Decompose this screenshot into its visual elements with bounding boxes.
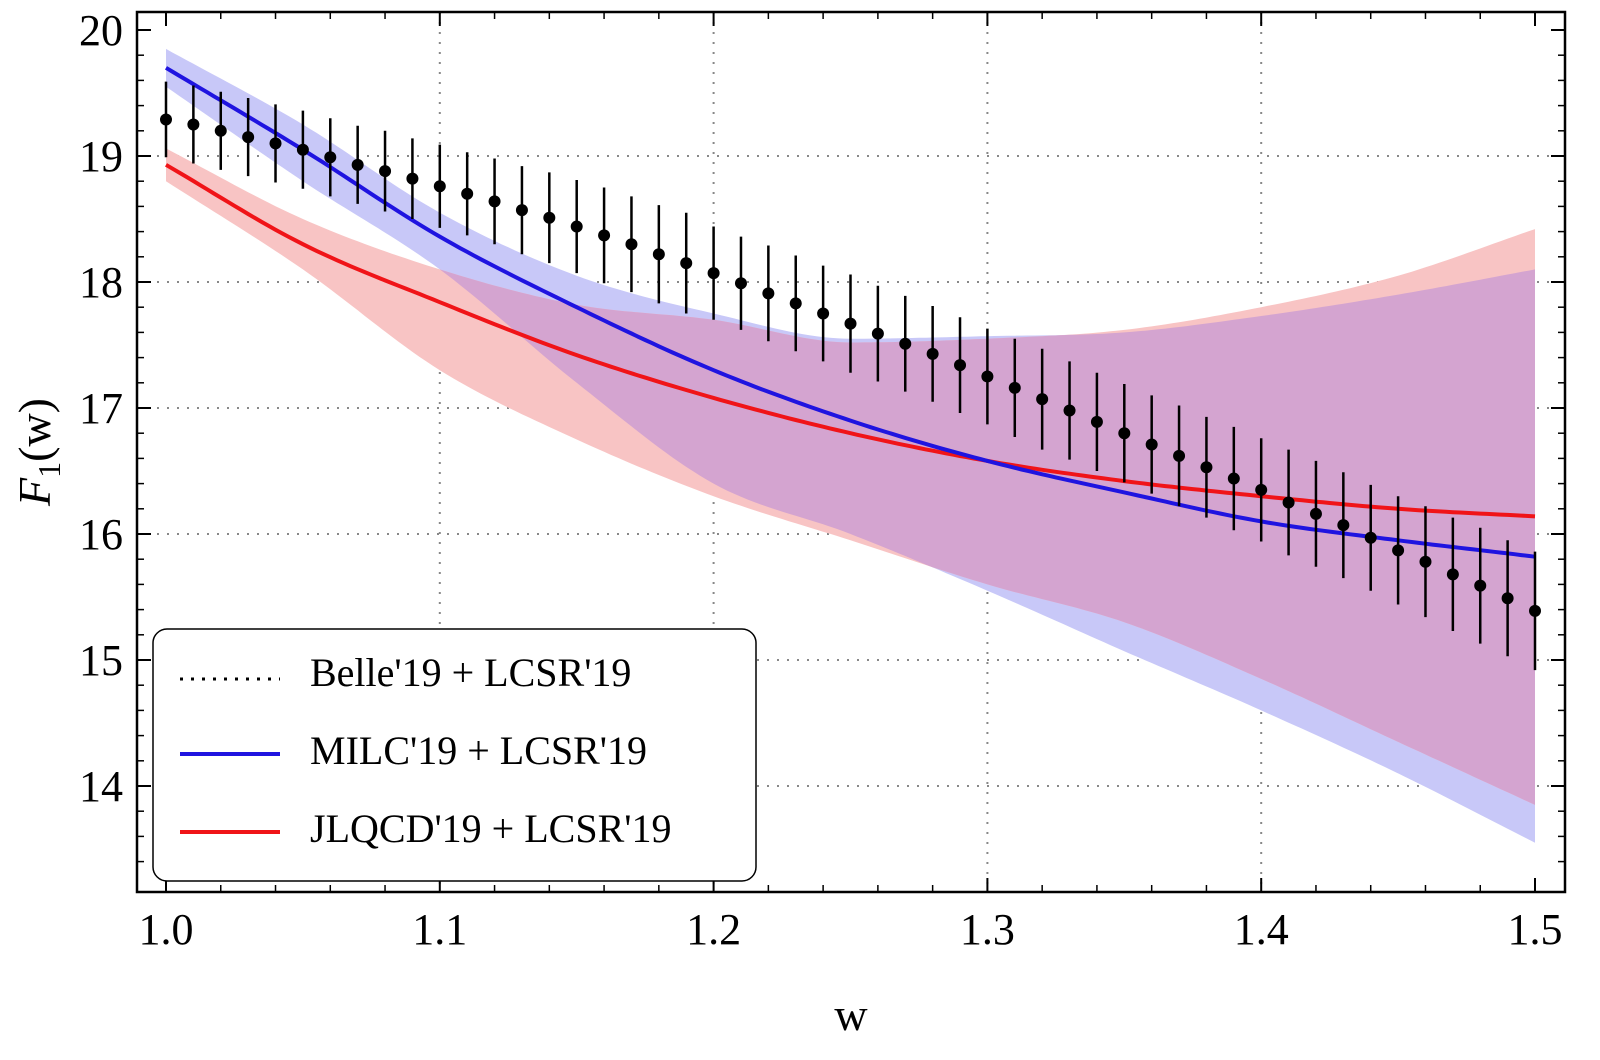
y-axis-title-suffix: (w) bbox=[9, 398, 60, 462]
x-tick-label: 1.0 bbox=[139, 905, 194, 954]
y-axis-title: F1(w) bbox=[9, 398, 67, 507]
data-point bbox=[515, 204, 528, 217]
y-tick-label: 16 bbox=[79, 510, 123, 559]
data-point bbox=[1309, 507, 1322, 520]
data-point bbox=[214, 124, 227, 137]
data-point bbox=[1474, 579, 1487, 592]
data-point bbox=[324, 151, 337, 164]
data-point bbox=[187, 118, 200, 131]
data-point bbox=[707, 267, 720, 280]
legend-label-milc: MILC'19 + LCSR'19 bbox=[310, 728, 647, 773]
data-point bbox=[926, 347, 939, 360]
data-point bbox=[1090, 415, 1103, 428]
data-point bbox=[899, 337, 912, 350]
legend-label-belle: Belle'19 + LCSR'19 bbox=[310, 650, 631, 695]
line-milc bbox=[164, 66, 1536, 559]
data-point bbox=[296, 143, 309, 156]
x-tick-label: 1.3 bbox=[960, 905, 1015, 954]
data-point bbox=[1227, 472, 1240, 485]
legend: Belle'19 + LCSR'19 MILC'19 + LCSR'19 JLQ… bbox=[152, 628, 757, 882]
data-point bbox=[406, 172, 419, 185]
data-point bbox=[1008, 381, 1021, 394]
x-tick-label: 1.1 bbox=[412, 905, 467, 954]
data-point bbox=[789, 297, 802, 310]
data-point bbox=[461, 187, 474, 200]
data-point bbox=[1501, 592, 1514, 605]
data-point bbox=[625, 238, 638, 251]
y-tick-label: 20 bbox=[79, 6, 123, 55]
data-point bbox=[1145, 438, 1158, 451]
data-point bbox=[242, 131, 255, 144]
y-tick-label: 17 bbox=[79, 384, 123, 433]
data-point bbox=[680, 257, 693, 270]
data-point bbox=[1529, 604, 1541, 617]
data-point bbox=[981, 370, 994, 383]
data-point bbox=[762, 287, 775, 300]
data-point bbox=[1446, 568, 1459, 581]
x-axis-title: w bbox=[834, 989, 868, 1040]
data-point bbox=[734, 277, 747, 290]
data-point bbox=[954, 359, 967, 372]
band-overlap bbox=[166, 86, 1535, 805]
x-tick-label: 1.5 bbox=[1508, 905, 1563, 954]
data-point bbox=[1036, 393, 1049, 406]
x-tick-label: 1.4 bbox=[1234, 905, 1289, 954]
data-point bbox=[433, 180, 446, 193]
data-point bbox=[1364, 531, 1377, 544]
data-point bbox=[1118, 427, 1131, 440]
legend-box bbox=[152, 628, 757, 882]
data-point bbox=[598, 229, 611, 242]
data-point bbox=[1337, 519, 1350, 532]
y-tick-label: 18 bbox=[79, 258, 123, 307]
data-point bbox=[1255, 483, 1268, 496]
confidence-bands bbox=[166, 48, 1535, 843]
data-point bbox=[1173, 449, 1186, 462]
data-point bbox=[1063, 404, 1076, 417]
axis-ticks: 1.0 1.1 1.2 1.3 1.4 1.5 14 15 16 17 18 19 20 bbox=[79, 6, 1565, 954]
data-point bbox=[488, 195, 501, 208]
data-point bbox=[269, 137, 282, 150]
data-point bbox=[379, 165, 392, 178]
series-lines bbox=[164, 66, 1536, 559]
data-points bbox=[160, 81, 1541, 671]
data-point bbox=[543, 211, 556, 224]
data-point bbox=[844, 317, 857, 330]
line-jlqcd bbox=[164, 163, 1536, 519]
x-tick-label: 1.2 bbox=[686, 905, 741, 954]
data-point bbox=[652, 248, 665, 261]
plot-frame bbox=[135, 10, 1567, 894]
y-tick-label: 15 bbox=[79, 636, 123, 685]
data-point bbox=[1282, 496, 1295, 509]
legend-label-jlqcd: JLQCD'19 + LCSR'19 bbox=[310, 806, 671, 851]
y-tick-label: 14 bbox=[79, 762, 123, 811]
y-axis-title-main: F bbox=[9, 477, 60, 507]
data-point bbox=[1200, 461, 1213, 474]
data-point bbox=[817, 307, 830, 320]
data-point bbox=[1392, 544, 1405, 557]
data-point bbox=[570, 220, 583, 233]
data-point bbox=[351, 158, 364, 171]
y-axis-title-sub: 1 bbox=[31, 462, 67, 478]
data-point bbox=[1419, 555, 1432, 568]
data-point bbox=[871, 327, 884, 340]
data-point bbox=[160, 113, 172, 126]
y-tick-label: 19 bbox=[79, 132, 123, 181]
